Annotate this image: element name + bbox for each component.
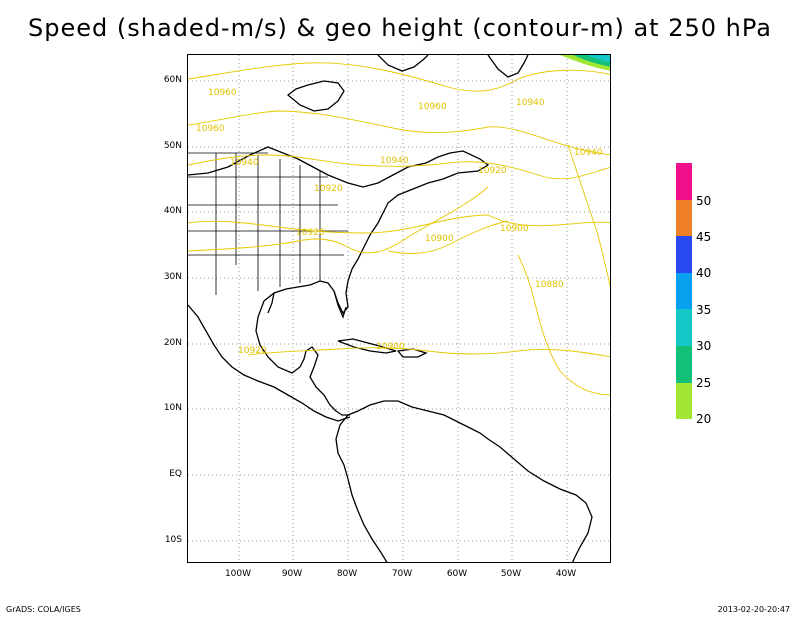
colorbar-segment xyxy=(676,272,692,310)
lon-label-70w: 70W xyxy=(391,569,413,579)
speed-colorbar xyxy=(676,163,692,420)
contour-label: 10920 xyxy=(314,184,343,194)
lat-label-50n: 50N xyxy=(163,141,182,151)
contour-label: 10900 xyxy=(376,342,405,352)
lon-label-100w: 100W xyxy=(224,569,252,579)
state-borders xyxy=(188,152,348,295)
contour-labels: 10960 10960 10960 10940 10940 10940 1092… xyxy=(196,88,603,356)
colorbar-segment xyxy=(676,345,692,383)
wind-speed-shading xyxy=(560,55,610,71)
timestamp: 2013-02-20-20:47 xyxy=(717,605,790,614)
colorbar-label-20: 20 xyxy=(696,412,712,426)
contour-label: 10960 xyxy=(196,124,225,134)
lat-label-10s: 10S xyxy=(164,535,182,545)
map-panel[interactable]: 10960 10960 10960 10940 10940 10940 1092… xyxy=(187,54,611,563)
lat-label-60n: 60N xyxy=(163,75,182,85)
map-title: Speed (shaded-m/s) & geo height (contour… xyxy=(28,14,772,42)
contour-label: 10880 xyxy=(535,280,564,290)
lon-label-60w: 60W xyxy=(446,569,468,579)
lat-label-40n: 40N xyxy=(163,206,182,216)
colorbar-segment xyxy=(676,199,692,237)
lon-label-50w: 50W xyxy=(500,569,522,579)
colorbar-label-40: 40 xyxy=(696,266,712,280)
colorbar-segment xyxy=(676,309,692,346)
contour-label: 10920 xyxy=(478,166,507,176)
contour-label: 10960 xyxy=(208,88,237,98)
colorbar-label-50: 50 xyxy=(696,194,712,208)
colorbar-segment xyxy=(676,382,692,420)
lat-label-30n: 30N xyxy=(163,272,182,282)
contour-label: 10940 xyxy=(230,158,259,168)
colorbar-label-45: 45 xyxy=(696,230,712,244)
lat-label-20n: 20N xyxy=(163,338,182,348)
lon-label-40w: 40W xyxy=(555,569,577,579)
contour-label: 10920 xyxy=(238,346,267,356)
colorbar-label-30: 30 xyxy=(696,339,712,353)
lat-label-10n: 10N xyxy=(163,403,182,413)
height-contours xyxy=(188,62,610,396)
contour-label: 10900 xyxy=(425,234,454,244)
lat-label-eq: EQ xyxy=(169,469,182,479)
contour-label: 10940 xyxy=(516,98,545,108)
contour-label: 10940 xyxy=(380,156,409,166)
colorbar-segment xyxy=(676,163,692,200)
coastlines xyxy=(188,55,593,562)
colorbar-label-25: 25 xyxy=(696,376,712,390)
lon-label-80w: 80W xyxy=(336,569,358,579)
contour-label: 10900 xyxy=(500,224,529,234)
contour-label: 10960 xyxy=(418,102,447,112)
lon-label-90w: 90W xyxy=(281,569,303,579)
map-canvas: 10960 10960 10960 10940 10940 10940 1092… xyxy=(188,55,610,562)
contour-label: 10920 xyxy=(296,228,325,238)
colorbar-segment xyxy=(676,236,692,273)
contour-label: 10940 xyxy=(574,148,603,158)
graticule xyxy=(188,55,610,562)
grads-credit: GrADS: COLA/IGES xyxy=(6,605,81,614)
colorbar-label-35: 35 xyxy=(696,303,712,317)
